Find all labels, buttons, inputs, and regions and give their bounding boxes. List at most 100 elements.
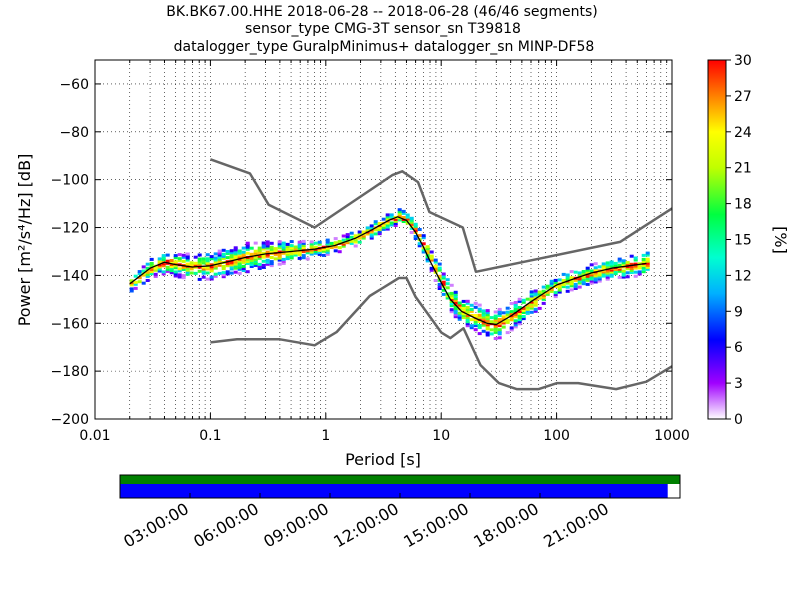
time-tick-label: 18:00:00 bbox=[470, 499, 542, 551]
density-cell bbox=[501, 317, 506, 321]
density-cell bbox=[477, 303, 482, 307]
density-cell bbox=[585, 276, 590, 280]
density-cell bbox=[229, 255, 234, 259]
density-cell bbox=[257, 252, 262, 256]
density-cell bbox=[481, 309, 486, 313]
density-cell bbox=[569, 280, 574, 284]
density-cell bbox=[361, 230, 366, 234]
density-cell bbox=[409, 226, 414, 230]
density-cell bbox=[517, 310, 522, 313]
density-cell bbox=[265, 258, 270, 262]
density-cell bbox=[617, 269, 622, 273]
density-cell bbox=[453, 311, 458, 315]
density-cell bbox=[605, 273, 610, 277]
density-cell bbox=[221, 271, 226, 275]
density-cell bbox=[257, 250, 262, 254]
density-cell bbox=[241, 260, 246, 264]
density-cell bbox=[473, 322, 478, 326]
density-cell bbox=[265, 240, 270, 244]
density-cell bbox=[261, 243, 266, 247]
density-cell bbox=[513, 321, 518, 325]
density-cell bbox=[593, 280, 598, 284]
density-cell bbox=[437, 266, 442, 270]
mode-curve-line bbox=[129, 216, 647, 326]
density-cell bbox=[517, 318, 522, 322]
density-cell bbox=[429, 266, 434, 270]
density-cell bbox=[377, 232, 382, 236]
density-cell bbox=[641, 260, 646, 263]
density-cell bbox=[521, 308, 526, 312]
density-cell bbox=[289, 240, 294, 244]
density-cell bbox=[549, 287, 554, 291]
density-cell bbox=[605, 269, 610, 273]
density-cell bbox=[325, 248, 330, 252]
density-cell bbox=[173, 270, 178, 274]
density-cell bbox=[569, 270, 574, 274]
density-cell bbox=[405, 213, 410, 217]
density-cell bbox=[137, 272, 142, 276]
density-cell bbox=[169, 259, 174, 262]
x-tick-label: 10 bbox=[432, 428, 450, 444]
density-cell bbox=[381, 223, 386, 227]
density-cell bbox=[397, 208, 402, 212]
density-cell bbox=[181, 255, 186, 259]
density-cell bbox=[573, 282, 578, 286]
density-cell bbox=[261, 263, 266, 267]
density-cell bbox=[641, 268, 646, 272]
density-cell bbox=[469, 309, 474, 313]
density-cell bbox=[625, 263, 630, 267]
density-cell bbox=[149, 268, 154, 272]
density-cell bbox=[185, 254, 190, 258]
density-cell bbox=[605, 271, 610, 275]
density-cell bbox=[253, 257, 258, 261]
x-tick-label: 1000 bbox=[654, 428, 690, 444]
density-cell bbox=[401, 216, 406, 219]
density-cell bbox=[233, 266, 238, 270]
density-cell bbox=[477, 309, 482, 313]
density-cell bbox=[241, 254, 246, 258]
density-cell bbox=[453, 296, 458, 300]
density-cell bbox=[513, 319, 518, 323]
density-cell bbox=[225, 256, 230, 260]
density-cell bbox=[309, 252, 314, 256]
density-cell bbox=[433, 260, 438, 264]
density-cell bbox=[373, 222, 378, 226]
density-cell bbox=[369, 230, 374, 234]
density-cell bbox=[241, 264, 246, 268]
density-cell bbox=[633, 258, 638, 262]
density-cell bbox=[305, 251, 310, 255]
density-cell bbox=[257, 248, 262, 252]
density-cell bbox=[393, 224, 398, 227]
density-cell bbox=[473, 314, 478, 317]
density-cell bbox=[521, 298, 526, 302]
colorbar-tick-label: 30 bbox=[734, 53, 752, 69]
density-cell bbox=[169, 267, 174, 271]
density-cell bbox=[153, 266, 158, 270]
time-tick-label: 06:00:00 bbox=[190, 499, 262, 551]
density-cell bbox=[457, 311, 462, 315]
density-cell bbox=[245, 257, 250, 261]
density-cell bbox=[541, 295, 546, 299]
density-cell bbox=[633, 262, 638, 266]
density-cell bbox=[337, 246, 342, 250]
density-cell bbox=[625, 267, 630, 271]
nlnm-line bbox=[210, 276, 673, 391]
density-cell bbox=[209, 265, 214, 269]
density-cell bbox=[289, 244, 294, 248]
density-cell bbox=[521, 300, 526, 304]
density-cell bbox=[633, 266, 638, 270]
density-cell bbox=[417, 242, 422, 246]
density-cell bbox=[285, 251, 290, 254]
density-cell bbox=[297, 242, 302, 246]
density-cell bbox=[301, 250, 306, 254]
x-tick-label: 0.1 bbox=[199, 428, 221, 444]
density-cell bbox=[645, 267, 650, 271]
density-cell bbox=[229, 261, 234, 265]
density-cell bbox=[469, 326, 474, 330]
density-cell bbox=[213, 274, 218, 278]
density-cell bbox=[413, 228, 418, 232]
density-cell bbox=[449, 296, 454, 299]
density-cell bbox=[157, 257, 162, 261]
density-cell bbox=[641, 253, 646, 257]
density-cell bbox=[601, 266, 606, 270]
